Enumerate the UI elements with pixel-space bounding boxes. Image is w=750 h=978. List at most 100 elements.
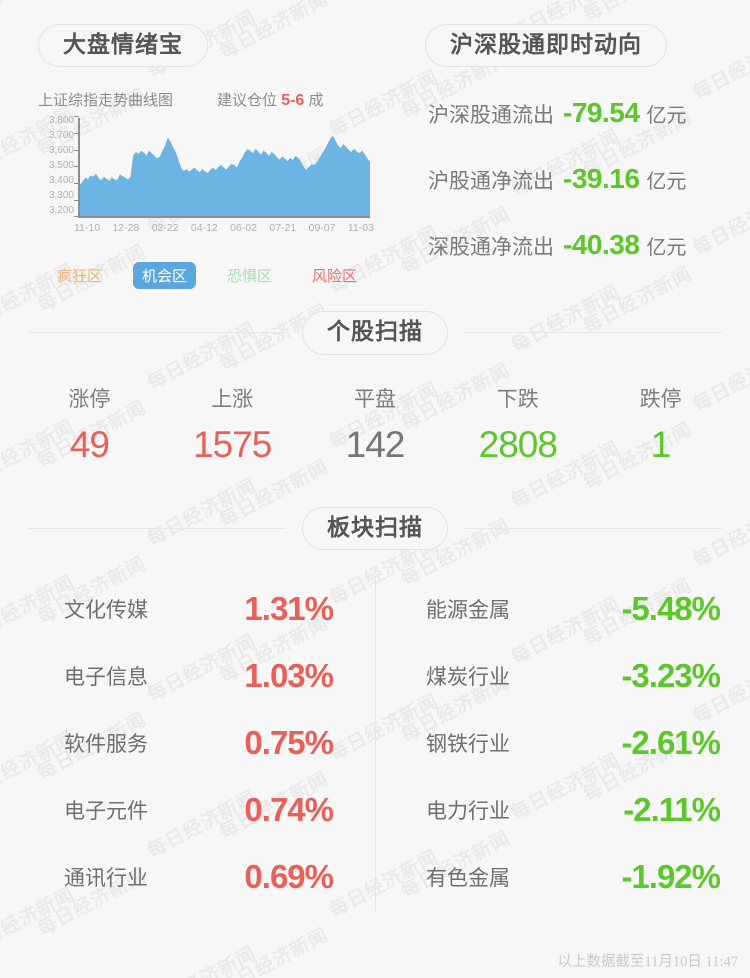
chart-y-tick-mark: [74, 132, 79, 134]
footer-timestamp: 以上数据截至11月10日 11:47: [557, 954, 738, 970]
sentiment-zone-1[interactable]: 疯狂区: [57, 268, 103, 286]
chart-x-axis: 11-10 12-28 02-22 04-12 06-02 07-21 09-07 11-03: [74, 222, 374, 234]
sector-name: 通讯行业: [64, 867, 148, 891]
chart-x-tick-label: 07-21: [269, 222, 297, 235]
position-advice: 建议仓位 5-6 成: [217, 89, 324, 110]
sector-name: 煤炭行业: [426, 666, 510, 690]
sector-name: 电子信息: [64, 666, 148, 690]
sector-row[interactable]: 通讯行业 0.69%: [0, 844, 375, 911]
sector-name: 电力行业: [426, 800, 510, 824]
sector-row[interactable]: 有色金属 -1.92%: [376, 844, 750, 911]
stock-scan-column: 上涨 1575: [161, 389, 304, 463]
chart-y-tick-label: 3,300: [48, 190, 74, 202]
chart-y-tick-label: 3,400: [48, 175, 74, 187]
sector-row[interactable]: 电子信息 1.03%: [0, 643, 375, 710]
chart-x-tick-label: 11-10: [74, 222, 101, 235]
sector-name: 电子元件: [64, 800, 148, 824]
sector-change-value: 1.31%: [244, 590, 334, 628]
chart-y-tick-label: 3,800: [48, 115, 74, 127]
sector-change-value: 0.75%: [244, 724, 334, 762]
chart-y-tick-mark: [74, 149, 79, 151]
chart-y-axis: 3,800 3,700 3,600 3,500 3,400 3,300 3,200: [30, 116, 74, 216]
chart-y-tick-mark: [74, 116, 79, 118]
sector-name: 能源金属: [426, 599, 510, 623]
sentiment-title-wrap: 大盘情绪宝: [0, 24, 400, 68]
sentiment-panel-title: 大盘情绪宝: [38, 24, 208, 68]
chart-y-tick-mark: [74, 199, 79, 201]
stock-scan-value: 142: [345, 423, 406, 465]
northbound-panel: 沪深股通即时动向 沪深股通流出 -79.54 亿元 沪股通净流出 -39.16 亿元 深股通…: [400, 24, 750, 295]
chart-y-tick-label: 3,600: [48, 145, 74, 157]
sector-change-value: 0.74%: [244, 791, 334, 829]
divider-right: [464, 332, 722, 334]
sector-losers-column: 能源金属 -5.48% 煤炭行业 -3.23% 钢铁行业 -2.61% 电力行业 -2.11%…: [375, 575, 750, 911]
stock-scan-column: 涨停 49: [18, 389, 161, 463]
northbound-label: 沪股通净流出: [428, 170, 554, 194]
sector-scan-grid: 文化传媒 1.31% 电子信息 1.03% 软件服务 0.75% 电子元件 0.74% 通讯行业…: [0, 550, 750, 911]
sector-row[interactable]: 软件服务 0.75%: [0, 710, 375, 777]
sentiment-zone-legend: 疯狂区 机会区 恐惧区 风险区: [48, 262, 400, 290]
position-advice-prefix: 建议仓位: [217, 92, 278, 110]
stock-scan-value: 1: [650, 423, 672, 465]
stock-scan-label: 上涨: [211, 387, 254, 411]
chart-y-tick-mark: [74, 216, 79, 218]
chart-area-series: [80, 135, 370, 217]
northbound-value: -79.54: [563, 97, 640, 129]
sentiment-zone-3[interactable]: 恐惧区: [227, 268, 273, 286]
sector-change-value: -2.11%: [623, 791, 721, 829]
chart-plot-area: [78, 118, 370, 219]
stock-scan-label: 跌停: [639, 387, 682, 411]
divider-left: [28, 332, 286, 334]
northbound-value: -40.38: [563, 229, 640, 261]
northbound-row: 沪股通净流出 -39.16 亿元: [428, 163, 750, 195]
sector-name: 有色金属: [426, 867, 510, 891]
position-advice-suffix: 成: [308, 92, 324, 110]
sector-scan-header: 板块扫描: [0, 506, 750, 550]
divider-right: [464, 527, 722, 529]
chart-x-tick-label: 12-28: [112, 222, 140, 235]
sector-name: 软件服务: [64, 733, 148, 757]
northbound-value: -39.16: [563, 163, 640, 195]
chart-x-tick-label: 02-22: [151, 222, 179, 235]
sector-row[interactable]: 电子元件 0.74%: [0, 777, 375, 844]
sector-row[interactable]: 电力行业 -2.11%: [376, 777, 750, 844]
stock-scan-column: 下跌 2808: [446, 389, 589, 463]
northbound-unit: 亿元: [646, 105, 687, 128]
sector-row[interactable]: 能源金属 -5.48%: [376, 576, 750, 643]
chart-header: 上证综指走势曲线图 建议仓位 5-6 成: [0, 67, 400, 116]
stock-scan-label: 平盘: [353, 387, 396, 411]
sector-row[interactable]: 煤炭行业 -3.23%: [376, 643, 750, 710]
sentiment-panel: 大盘情绪宝 上证综指走势曲线图 建议仓位 5-6 成 3,800 3,700 3,6…: [0, 24, 400, 295]
stock-scan-label: 下跌: [496, 387, 539, 411]
sector-change-value: -1.92%: [621, 858, 721, 896]
chart-x-tick-label: 09-07: [308, 222, 336, 235]
northbound-row: 深股通净流出 -40.38 亿元: [428, 229, 750, 261]
sentiment-zone-2[interactable]: 机会区: [133, 262, 197, 290]
stock-scan-title: 个股扫描: [302, 311, 448, 355]
sector-name: 文化传媒: [64, 599, 148, 623]
chart-y-tick-label: 3,200: [48, 205, 74, 217]
northbound-unit: 亿元: [646, 237, 687, 260]
sentiment-zone-4[interactable]: 风险区: [312, 268, 358, 286]
northbound-title-wrap: 沪深股通即时动向: [400, 24, 750, 68]
northbound-rows: 沪深股通流出 -79.54 亿元 沪股通净流出 -39.16 亿元 深股通净流出 -40.38…: [400, 67, 750, 261]
sector-change-value: -3.23%: [621, 657, 721, 695]
northbound-label: 深股通净流出: [428, 236, 554, 260]
stock-scan-value: 2808: [478, 423, 558, 465]
sector-row[interactable]: 钢铁行业 -2.61%: [376, 710, 750, 777]
sector-change-value: 0.69%: [244, 858, 334, 896]
position-advice-value: 5-6: [281, 92, 305, 110]
chart-y-tick-mark: [74, 166, 79, 168]
chart-x-tick-label: 04-12: [190, 222, 218, 235]
chart-y-ticks: [74, 116, 79, 218]
chart-x-tick-label: 06-02: [230, 222, 258, 235]
northbound-label: 沪深股通流出: [428, 104, 554, 128]
sector-gainers-column: 文化传媒 1.31% 电子信息 1.03% 软件服务 0.75% 电子元件 0.74% 通讯行业…: [0, 576, 375, 911]
sector-row[interactable]: 文化传媒 1.31%: [0, 576, 375, 643]
sector-change-value: 1.03%: [244, 657, 334, 695]
stock-scan-header: 个股扫描: [0, 311, 750, 355]
northbound-unit: 亿元: [646, 171, 687, 194]
sector-name: 钢铁行业: [426, 733, 510, 757]
chart-caption: 上证综指走势曲线图: [38, 92, 174, 110]
stock-scan-value: 1575: [193, 423, 272, 465]
